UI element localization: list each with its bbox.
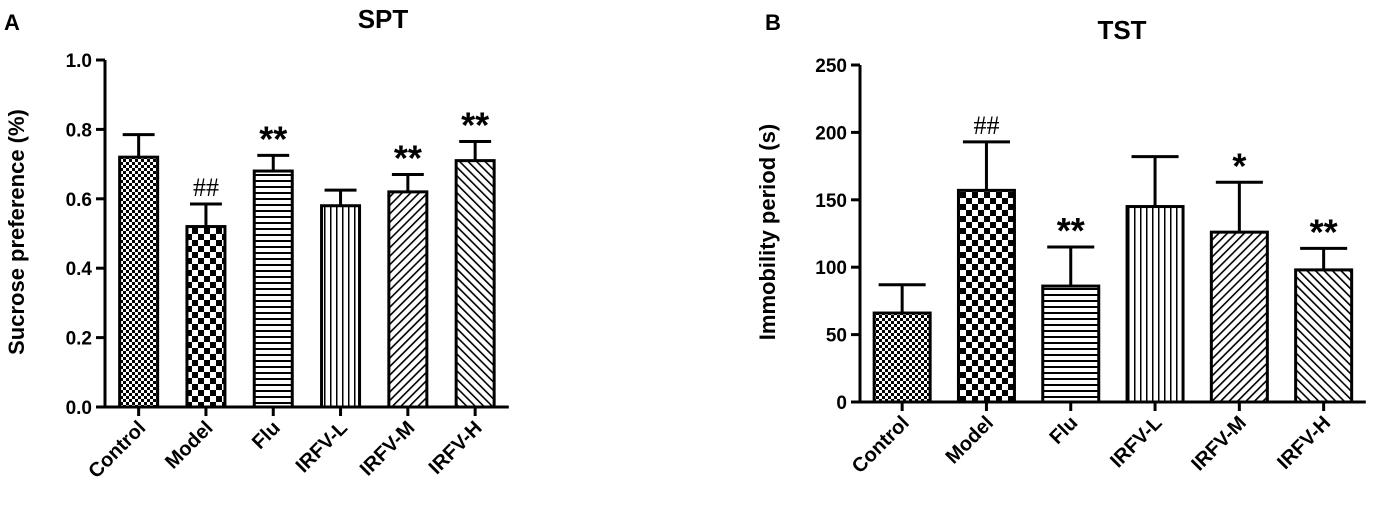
y-tick-label: 100 xyxy=(815,258,847,279)
y-tick-label: 200 xyxy=(815,123,847,144)
category-label: Control xyxy=(848,412,914,478)
category-label: Model xyxy=(161,417,217,473)
bar-irfv-h xyxy=(1294,268,1354,404)
y-tick-label: 0.6 xyxy=(66,190,92,211)
y-axis-label: Sucrose preference (%) xyxy=(4,109,29,355)
category-label: Flu xyxy=(1046,412,1083,449)
bar-control xyxy=(872,311,932,404)
category-label: Model xyxy=(942,412,998,468)
y-tick-label: 1.0 xyxy=(66,51,92,72)
y-tick-label: 0.8 xyxy=(66,120,92,141)
bar-irfv-l xyxy=(320,204,362,409)
significance-mark: ## xyxy=(193,173,219,202)
panel-letter: B xyxy=(765,10,781,35)
bar-flu xyxy=(252,169,294,409)
y-tick-label: 50 xyxy=(826,326,847,347)
panel-letter: A xyxy=(4,10,20,35)
category-label: IRFV-H xyxy=(425,417,487,479)
bar-control xyxy=(118,155,160,409)
category-label: IRFV-L xyxy=(1106,412,1166,472)
significance-mark: ** xyxy=(461,105,489,146)
category-label: IRFV-M xyxy=(356,417,419,480)
bar-model xyxy=(185,225,227,409)
bar-model xyxy=(956,188,1016,404)
significance-mark: * xyxy=(1232,145,1246,186)
category-label: IRFV-L xyxy=(292,417,352,477)
y-tick-label: 150 xyxy=(815,191,847,212)
bar-flu xyxy=(1041,284,1101,404)
significance-mark: ** xyxy=(1310,211,1338,252)
y-tick-label: 0 xyxy=(836,393,847,414)
category-label: IRFV-M xyxy=(1187,412,1250,475)
bar-irfv-m xyxy=(1209,230,1269,404)
chart-panel-b: B TST Immobility period (s) 0 50 100 150 200 250… xyxy=(755,10,1366,478)
chart-panel-a: A SPT Sucrose preference (%) 0.0 0.2 0.4 0.6 0.… xyxy=(4,4,509,483)
bar-irfv-h xyxy=(454,159,496,409)
bar-irfv-m xyxy=(387,190,429,409)
y-tick-label: 0.2 xyxy=(66,329,92,350)
y-tick-label: 0.4 xyxy=(66,259,93,280)
significance-mark: ## xyxy=(973,111,999,140)
chart-title: SPT xyxy=(358,4,409,34)
bar-irfv-l xyxy=(1125,205,1185,404)
significance-mark: ** xyxy=(1057,210,1085,251)
significance-mark: ** xyxy=(259,118,287,159)
y-tick-label: 250 xyxy=(815,56,847,77)
category-label: Control xyxy=(84,417,150,483)
y-tick-label: 0.0 xyxy=(66,398,92,419)
y-axis-label: Immobility period (s) xyxy=(755,124,780,340)
significance-mark: ** xyxy=(394,138,422,179)
chart-title: TST xyxy=(1097,15,1146,45)
category-label: Flu xyxy=(248,417,285,454)
category-label: IRFV-H xyxy=(1273,412,1335,474)
